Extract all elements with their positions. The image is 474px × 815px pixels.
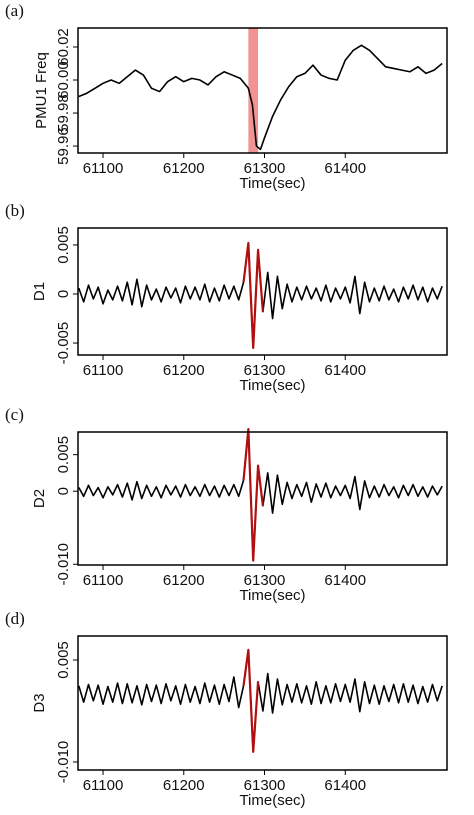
y-tick-label: 59.96 bbox=[55, 127, 72, 165]
x-tick-label: 61400 bbox=[324, 362, 366, 379]
plot-frame bbox=[77, 635, 448, 771]
x-tick-label: 61200 bbox=[163, 777, 205, 794]
y-tick-label: 0 bbox=[55, 290, 72, 298]
panel-label: (a) bbox=[5, 1, 24, 20]
y-axis-label: D3 bbox=[31, 693, 48, 712]
y-axis-label: D2 bbox=[31, 489, 48, 508]
y-tick-label: 0.005 bbox=[55, 641, 72, 679]
panel-label: (c) bbox=[5, 405, 24, 424]
x-axis-label: Time(sec) bbox=[239, 377, 305, 394]
y-tick-label: 0.005 bbox=[55, 436, 72, 474]
x-tick-label: 61400 bbox=[324, 777, 366, 794]
series-line bbox=[78, 649, 443, 753]
series-line bbox=[78, 44, 443, 151]
x-axis-label: Time(sec) bbox=[239, 587, 305, 604]
series-line bbox=[242, 648, 260, 753]
x-tick-label: 61200 bbox=[163, 160, 205, 177]
y-tick-label: 60.02 bbox=[55, 28, 72, 66]
x-axis-label: Time(sec) bbox=[239, 792, 305, 809]
x-tick-label: 61100 bbox=[83, 572, 124, 589]
plot-frame bbox=[77, 431, 448, 566]
plot-frame bbox=[77, 227, 448, 356]
plot-frame bbox=[77, 27, 448, 154]
x-tick-label: 61300 bbox=[244, 160, 286, 177]
x-tick-label: 61300 bbox=[244, 777, 286, 794]
x-axis-label: Time(sec) bbox=[239, 175, 305, 192]
x-tick-label: 61200 bbox=[163, 572, 205, 589]
x-tick-label: 61100 bbox=[83, 362, 124, 379]
panel-label: (d) bbox=[5, 609, 25, 628]
y-tick-label: -0.005 bbox=[55, 322, 72, 365]
x-tick-label: 61400 bbox=[324, 572, 366, 589]
x-tick-label: 61200 bbox=[163, 362, 205, 379]
panel-label: (b) bbox=[5, 201, 25, 220]
y-tick-label: -0.010 bbox=[55, 741, 72, 784]
series-line bbox=[78, 242, 443, 349]
y-tick-label: -0.010 bbox=[55, 543, 72, 586]
y-axis-label: PMU1 Freq bbox=[33, 52, 50, 129]
y-tick-label: 0.005 bbox=[55, 226, 72, 264]
y-tick-label: 59.98 bbox=[55, 94, 72, 132]
x-tick-label: 61300 bbox=[244, 572, 286, 589]
y-tick-label: 60.00 bbox=[55, 61, 72, 99]
x-tick-label: 61100 bbox=[83, 777, 124, 794]
y-tick-label: 0 bbox=[55, 487, 72, 495]
y-axis-label: D1 bbox=[31, 282, 48, 301]
x-tick-label: 61100 bbox=[83, 160, 124, 177]
x-tick-label: 61300 bbox=[244, 362, 286, 379]
x-tick-label: 61400 bbox=[324, 160, 366, 177]
highlight-band bbox=[248, 28, 259, 153]
series-line bbox=[242, 427, 264, 562]
series-line bbox=[242, 241, 264, 350]
